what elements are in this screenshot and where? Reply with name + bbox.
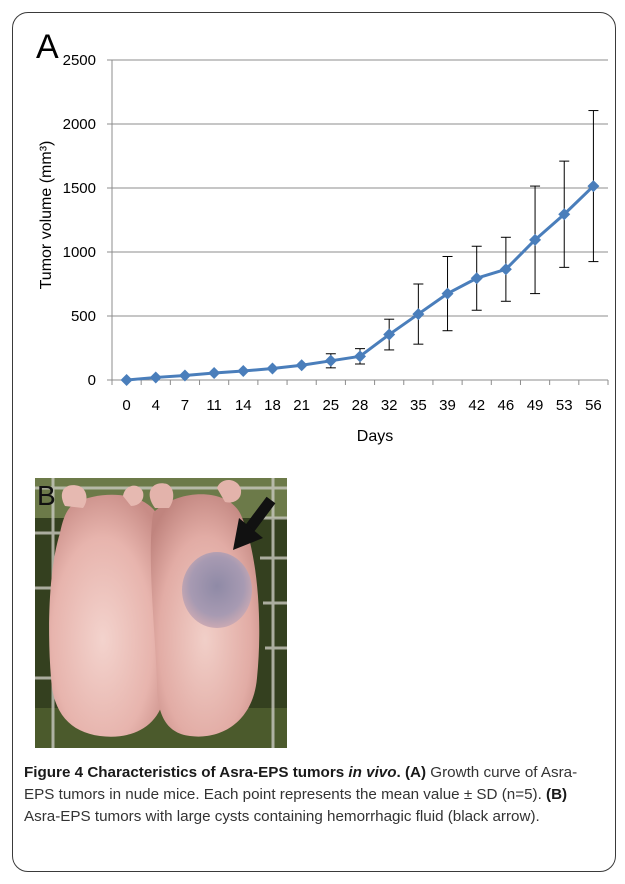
x-tick-label: 4 <box>152 397 160 414</box>
x-tick-label: 32 <box>381 397 398 414</box>
nude-mice-photo: B <box>35 478 287 748</box>
y-tick-label: 500 <box>71 308 96 325</box>
x-tick-label: 42 <box>468 397 485 414</box>
caption-b-text: Asra-EPS tumors with large cysts contain… <box>24 808 540 825</box>
y-tick-label: 2500 <box>63 52 96 69</box>
y-axis-title: Tumor volume (mm³) <box>38 141 55 290</box>
caption-a-label: (A) <box>404 764 427 781</box>
data-point <box>266 362 279 375</box>
x-tick-label: 18 <box>264 397 281 414</box>
caption-b-label: (B) <box>546 786 568 803</box>
data-point <box>529 233 542 246</box>
x-tick-label: 49 <box>527 397 544 414</box>
caption-figure-label: Figure 4 <box>24 764 84 781</box>
caption-a-text: Growth curve of Asra-EPS tumors in nude … <box>24 764 578 803</box>
x-tick-label: 14 <box>235 397 252 414</box>
data-point <box>324 354 337 367</box>
x-tick-label: 21 <box>293 397 310 414</box>
data-point <box>383 328 396 341</box>
y-tick-label: 1000 <box>63 244 96 261</box>
data-point <box>295 359 308 372</box>
y-tick-label: 1500 <box>63 180 96 197</box>
x-tick-label: 25 <box>322 397 339 414</box>
x-tick-label: 35 <box>410 397 427 414</box>
panel-b-label: B <box>37 480 56 511</box>
x-tick-label: 53 <box>556 397 573 414</box>
panel-a-label: A <box>36 28 59 66</box>
y-tick-label: 0 <box>88 372 96 389</box>
x-tick-label: 0 <box>122 397 130 414</box>
error-bars <box>325 110 599 369</box>
axes <box>107 59 609 385</box>
x-tick-label: 46 <box>498 397 515 414</box>
tumor-cyst <box>182 552 252 628</box>
x-tick-label: 11 <box>206 397 222 414</box>
data-point <box>208 366 221 379</box>
data-point <box>558 208 571 221</box>
x-tick-label: 28 <box>352 397 369 414</box>
data-point <box>499 263 512 276</box>
x-axis-title: Days <box>357 428 393 445</box>
data-point <box>441 287 454 300</box>
data-point <box>412 308 425 321</box>
y-tick-label: 2000 <box>63 116 96 133</box>
figure-caption: Figure 4 Characteristics of Asra-EPS tum… <box>24 762 606 828</box>
x-tick-label: 56 <box>585 397 602 414</box>
caption-title: Characteristics of Asra-EPS tumors in vi… <box>87 764 401 781</box>
nude-mice-illustration <box>35 478 287 748</box>
data-points <box>120 180 600 386</box>
tick-labels: 0 500 1000 1500 2000 2500 0 4 7 11 14 18 21 25 28 32 35 3… <box>63 52 602 414</box>
data-point <box>149 371 162 384</box>
x-tick-label: 39 <box>439 397 456 414</box>
left-mouse-body <box>49 494 169 737</box>
data-point <box>587 180 600 193</box>
black-arrow-icon <box>233 496 276 550</box>
gridlines <box>112 59 608 317</box>
data-point <box>178 369 191 382</box>
data-point <box>237 365 250 378</box>
growth-curve-chart: 0 500 1000 1500 2000 2500 0 4 7 11 14 18 21 25 28 32 35 3… <box>38 52 609 445</box>
data-point <box>354 350 366 363</box>
data-point <box>470 272 483 285</box>
data-point <box>120 374 133 386</box>
x-tick-label: 7 <box>181 397 189 414</box>
